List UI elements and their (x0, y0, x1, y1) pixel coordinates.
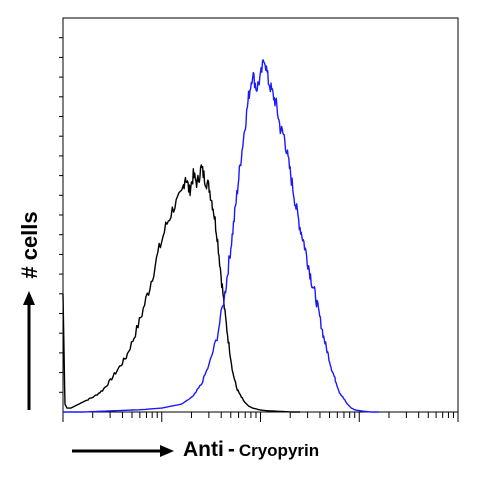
x-axis-label-main: Anti (183, 438, 224, 461)
x-axis-label-separator: - (227, 438, 235, 461)
control-histogram-line (62, 164, 300, 413)
y-axis-label: # cells (17, 211, 42, 279)
series-layer (62, 59, 379, 413)
x-axis-ticks (62, 412, 459, 422)
x-axis-label: Anti - Cryopyrin (183, 438, 319, 462)
y-axis-arrowhead (23, 291, 35, 305)
x-axis-label-target: Cryopyrin (238, 441, 320, 460)
x-axis-arrowhead (160, 445, 174, 457)
y-axis-ticks (59, 37, 63, 393)
cryopyrin-histogram-line (63, 59, 379, 413)
y-axis-label-container: # cells (12, 205, 48, 285)
